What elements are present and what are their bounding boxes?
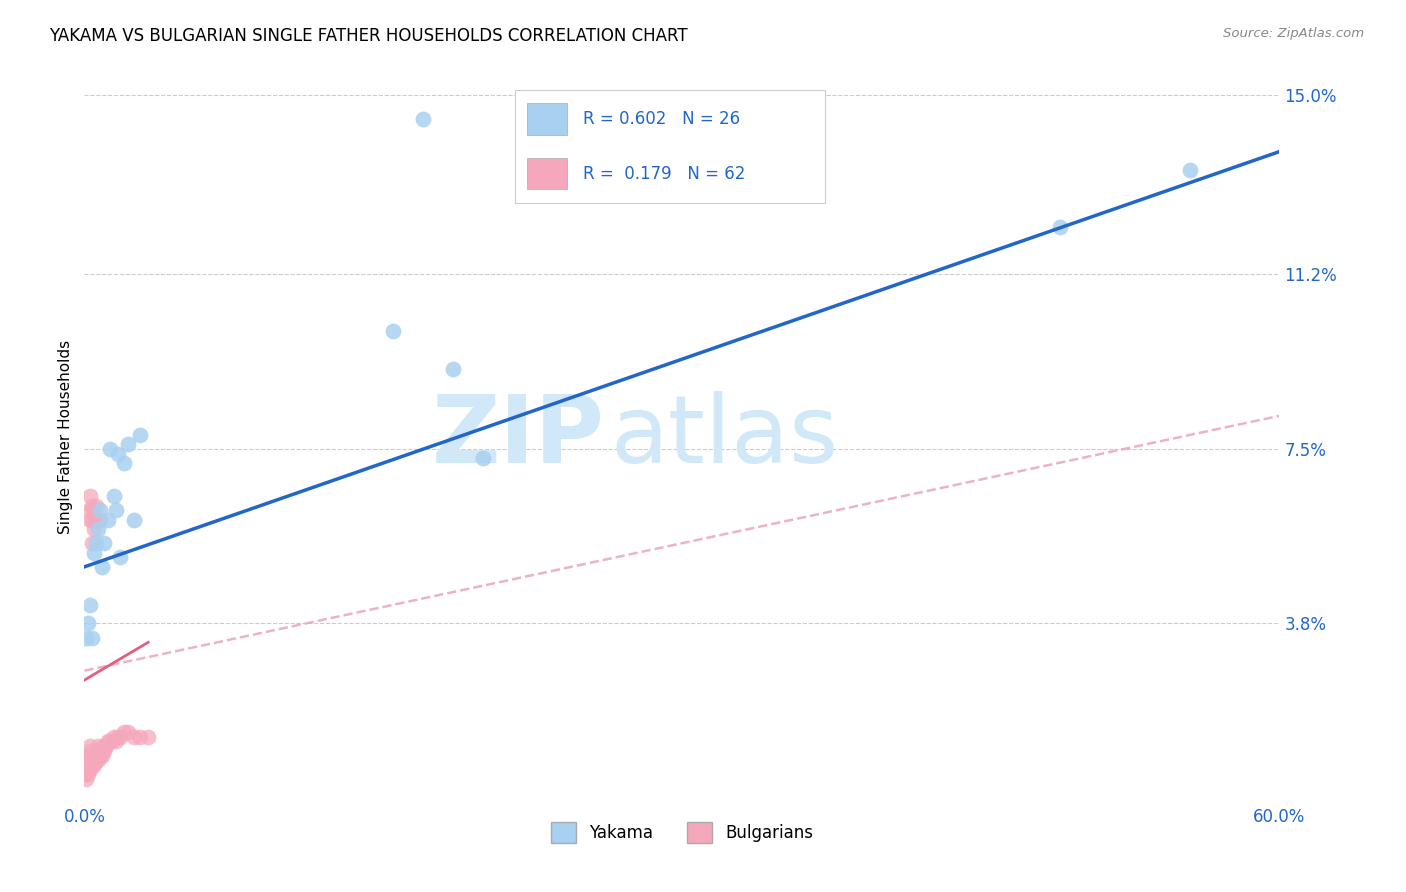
Point (107, 730, 129, 744)
Text: atlas: atlas (610, 391, 838, 483)
Point (75, 763, 97, 777)
Point (117, 437, 139, 451)
Point (79, 598, 101, 612)
Point (83, 546, 105, 560)
Point (75, 758, 97, 772)
Point (75, 767, 97, 781)
Point (77, 748, 100, 763)
Point (1049, 220, 1071, 235)
Point (110, 550, 132, 565)
Point (103, 730, 125, 744)
Point (77, 758, 100, 772)
Point (86, 499, 108, 513)
Point (77, 763, 100, 777)
Legend: Yakama, Bulgarians: Yakama, Bulgarians (544, 815, 820, 849)
Point (77, 767, 100, 781)
Point (82, 536, 104, 550)
Point (79, 503, 101, 517)
Point (105, 503, 128, 517)
Point (77, 753, 100, 767)
Point (89, 513, 111, 527)
Point (89, 748, 111, 763)
Point (86, 748, 108, 763)
Point (441, 361, 464, 376)
Point (82, 753, 104, 767)
Point (98, 734, 121, 748)
Point (87, 753, 110, 767)
Point (97, 734, 120, 748)
Point (93, 739, 115, 754)
Point (75, 631, 97, 645)
Point (117, 725, 139, 739)
Point (122, 730, 145, 744)
Point (82, 748, 104, 763)
Point (77, 753, 100, 767)
Point (82, 499, 104, 513)
Point (96, 739, 118, 754)
Point (101, 734, 124, 748)
Point (87, 513, 110, 527)
Point (91, 748, 114, 763)
Point (110, 730, 132, 744)
Point (91, 744, 114, 758)
Point (83, 503, 105, 517)
Text: ZIP: ZIP (432, 391, 605, 483)
Point (79, 763, 101, 777)
Point (75, 763, 97, 777)
Point (122, 513, 145, 527)
Text: Source: ZipAtlas.com: Source: ZipAtlas.com (1223, 27, 1364, 40)
Point (91, 559, 114, 574)
Point (86, 536, 108, 550)
Point (98, 442, 121, 456)
Point (112, 725, 135, 739)
Point (103, 489, 125, 503)
Point (97, 513, 120, 527)
Point (412, 112, 434, 126)
Point (136, 730, 159, 744)
Point (86, 753, 108, 767)
Point (79, 513, 101, 527)
Point (79, 758, 101, 772)
Point (82, 758, 104, 772)
Point (75, 772, 97, 787)
Point (75, 767, 97, 781)
Point (129, 427, 152, 442)
Point (77, 758, 100, 772)
Point (83, 522, 105, 536)
Point (1178, 163, 1201, 178)
Point (129, 730, 152, 744)
Point (87, 739, 110, 754)
Point (382, 324, 405, 338)
Point (82, 513, 104, 527)
Point (87, 522, 110, 536)
Point (89, 744, 111, 758)
Point (86, 513, 108, 527)
Point (79, 489, 101, 503)
Point (77, 616, 100, 631)
Point (86, 744, 108, 758)
Point (79, 744, 101, 758)
Text: YAKAMA VS BULGARIAN SINGLE FATHER HOUSEHOLDS CORRELATION CHART: YAKAMA VS BULGARIAN SINGLE FATHER HOUSEH… (49, 27, 688, 45)
Point (107, 447, 129, 461)
Y-axis label: Single Father Households: Single Father Households (58, 340, 73, 534)
Point (83, 753, 105, 767)
Point (83, 758, 105, 772)
Point (112, 456, 135, 470)
Point (83, 748, 105, 763)
Point (79, 753, 101, 767)
Point (471, 451, 494, 466)
Point (105, 734, 128, 748)
Point (93, 536, 115, 550)
Point (93, 744, 115, 758)
Point (82, 631, 104, 645)
Point (89, 503, 111, 517)
Point (79, 739, 101, 754)
Point (79, 748, 101, 763)
Point (87, 748, 110, 763)
